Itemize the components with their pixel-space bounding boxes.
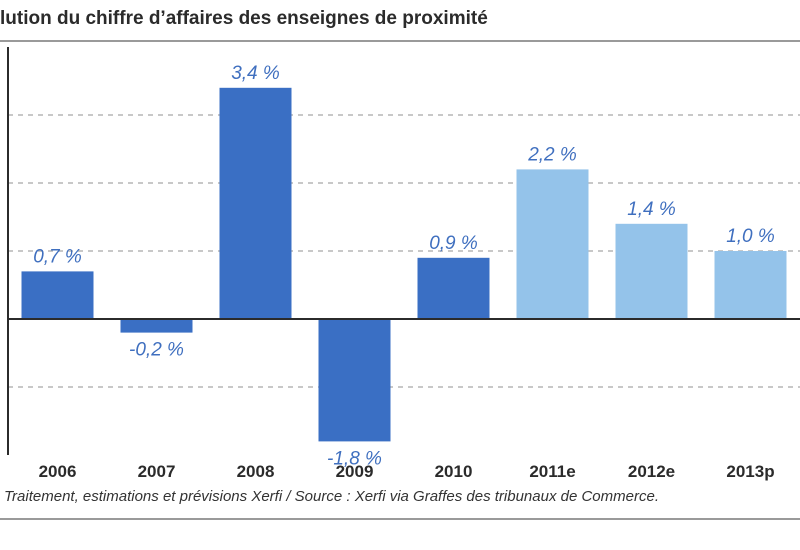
bottom-divider: [0, 518, 800, 520]
bar-2008: [219, 87, 292, 319]
bar-2013p: [714, 251, 787, 319]
title-divider: [0, 40, 800, 42]
value-label: 3,4 %: [231, 63, 280, 84]
x-tick-label: 2011e: [529, 462, 575, 481]
x-tick-label: 2010: [435, 462, 473, 481]
x-tick-label: 2013p: [726, 462, 774, 481]
bar-2009: [318, 319, 391, 442]
value-label: -1,8 %: [327, 448, 382, 469]
value-label: 0,7 %: [33, 246, 82, 267]
x-tick-label: 2007: [138, 462, 176, 481]
x-tick-label: 2006: [39, 462, 77, 481]
value-label: 2,2 %: [527, 144, 577, 165]
bar-chart: 0,7 % 2006 -0,2 % 2007 3,4 % 2008 -1,8 %2009 0,…: [7, 47, 800, 481]
bar-2006: [21, 271, 94, 319]
x-tick-label: 2009: [336, 462, 374, 481]
bar-2007: [120, 319, 193, 333]
bar-2011e: [516, 169, 589, 319]
bar-2012e: [615, 223, 688, 319]
source-note: Traitement, estimations et prévisions Xe…: [4, 488, 659, 505]
x-tick-label: 2012e: [628, 462, 675, 481]
value-label: 0,9 %: [429, 233, 478, 254]
x-tick-label: 2008: [237, 462, 275, 481]
bar-2010: [417, 257, 490, 319]
value-label: -0,2 %: [129, 340, 184, 361]
value-label: 1,0 %: [726, 226, 775, 247]
value-label: 1,4 %: [627, 199, 676, 220]
chart-title: lution du chiffre d’affaires des enseign…: [0, 8, 488, 29]
